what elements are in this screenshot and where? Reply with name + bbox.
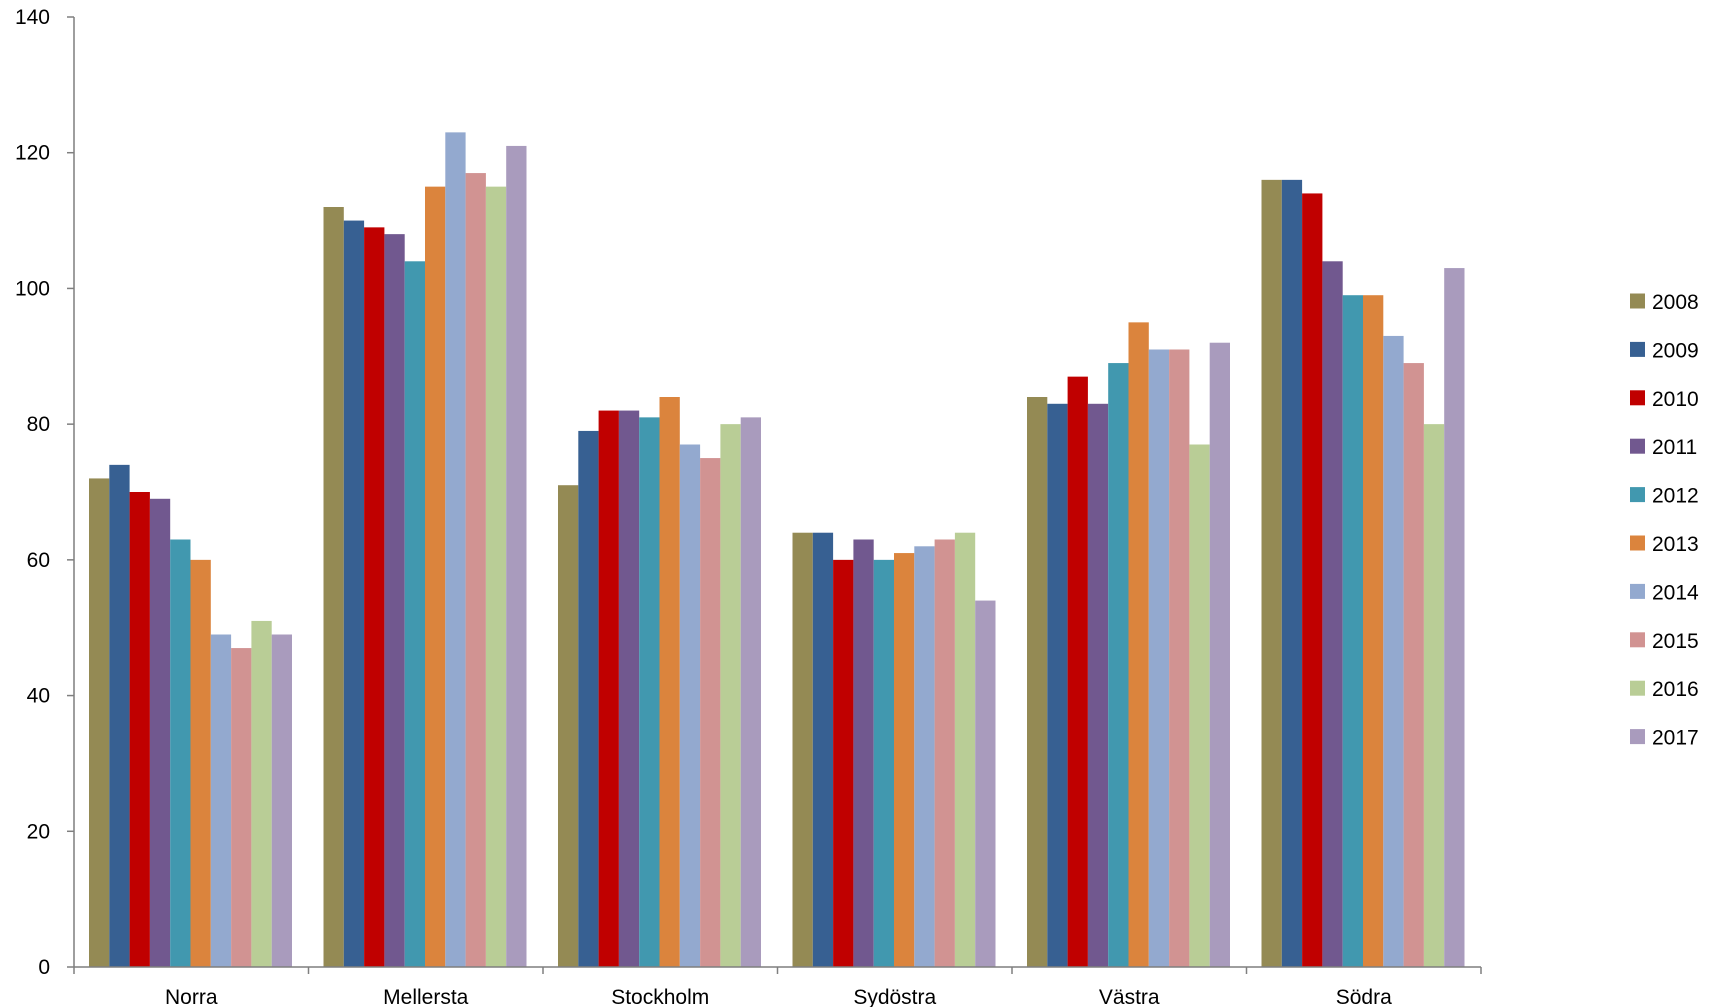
legend-label-2008: 2008 xyxy=(1652,291,1699,314)
y-tick-label: 40 xyxy=(27,685,50,708)
bar-2016-Sydöstra xyxy=(954,532,976,967)
bar-2017-Västra xyxy=(1209,342,1230,968)
bar-2008-Norra xyxy=(89,478,110,967)
legend-label-2017: 2017 xyxy=(1652,727,1699,750)
bar-2014-Mellersta xyxy=(445,132,466,968)
legend-label-2009: 2009 xyxy=(1652,339,1699,362)
axes-group: 0 20 40 60 80 100 120 140 Norra Mellersta Stockhol… xyxy=(15,6,1482,1007)
x-tick-label-Sydöstra: Sydöstra xyxy=(853,986,936,1007)
y-tick-label: 100 xyxy=(15,277,50,300)
bar-2010-Stockholm xyxy=(598,410,619,967)
legend-swatch-2016 xyxy=(1630,680,1645,696)
bar-2015-Sydöstra xyxy=(934,539,955,967)
y-tick-label: 120 xyxy=(15,142,50,165)
bar-2011-Södra xyxy=(1322,261,1343,967)
bar-2009-Mellersta xyxy=(343,220,365,967)
bar-2016-Stockholm xyxy=(720,424,741,967)
bar-2008-Sydöstra xyxy=(792,532,813,967)
bar-2017-Södra xyxy=(1444,268,1465,967)
legend-swatch-2013 xyxy=(1630,535,1645,551)
x-tick-label-Södra: Södra xyxy=(1336,986,1392,1007)
bar-2011-Sydöstra xyxy=(853,539,874,967)
bar-2014-Södra xyxy=(1383,335,1404,967)
bar-2015-Västra xyxy=(1169,349,1190,967)
bar-2012-Sydöstra xyxy=(873,559,894,967)
legend-swatch-2011 xyxy=(1630,438,1645,454)
bar-2017-Sydöstra xyxy=(975,600,996,967)
bar-2016-Södra xyxy=(1423,424,1445,967)
bar-2010-Västra xyxy=(1067,376,1088,967)
bars-group xyxy=(89,132,1465,968)
legend-label-2014: 2014 xyxy=(1652,581,1699,604)
bar-2010-Norra xyxy=(129,492,150,967)
bar-2016-Västra xyxy=(1189,444,1210,967)
y-tick-label: 140 xyxy=(15,6,50,29)
bar-2012-Stockholm xyxy=(639,417,660,967)
legend-label-2011: 2011 xyxy=(1652,436,1697,459)
bar-2014-Västra xyxy=(1148,349,1170,967)
bar-2014-Norra xyxy=(210,634,232,967)
legend-label-2010: 2010 xyxy=(1652,388,1699,411)
bar-2014-Stockholm xyxy=(679,444,701,967)
bar-2015-Norra xyxy=(231,648,252,967)
x-tick-label-Norra: Norra xyxy=(165,986,218,1007)
bar-2011-Stockholm xyxy=(618,410,640,967)
bar-2013-Södra xyxy=(1363,295,1384,968)
bar-2017-Norra xyxy=(271,634,292,967)
bar-2008-Stockholm xyxy=(558,485,579,967)
y-tick-label: 80 xyxy=(27,413,50,436)
bar-2015-Stockholm xyxy=(700,458,721,967)
bar-2012-Västra xyxy=(1108,363,1129,967)
y-tick-label: 0 xyxy=(38,956,50,979)
bar-2012-Norra xyxy=(170,539,191,967)
bar-2013-Sydöstra xyxy=(894,553,915,967)
bar-2008-Mellersta xyxy=(323,207,344,967)
bar-2009-Södra xyxy=(1281,179,1303,968)
bar-2013-Västra xyxy=(1128,322,1149,967)
legend-swatch-2010 xyxy=(1630,390,1645,406)
y-tick-label: 20 xyxy=(27,820,50,843)
legend-swatch-2012 xyxy=(1630,487,1645,503)
bar-2011-Norra xyxy=(149,498,171,967)
bar-2008-Västra xyxy=(1027,397,1048,967)
bar-2009-Norra xyxy=(109,464,130,967)
legend-swatch-2014 xyxy=(1630,583,1645,599)
bar-2017-Mellersta xyxy=(506,145,527,967)
legend-swatch-2017 xyxy=(1630,729,1645,745)
bar-2012-Södra xyxy=(1342,295,1363,968)
bar-2011-Västra xyxy=(1087,403,1109,967)
bar-2009-Stockholm xyxy=(578,430,599,967)
bar-2011-Mellersta xyxy=(384,234,405,967)
bar-2015-Södra xyxy=(1403,363,1424,967)
legend-label-2012: 2012 xyxy=(1652,485,1699,508)
y-tick-label: 60 xyxy=(27,549,50,572)
bar-2009-Västra xyxy=(1047,403,1068,967)
bar-2010-Sydöstra xyxy=(833,559,854,967)
x-tick-label-Västra: Västra xyxy=(1099,986,1160,1007)
bar-2015-Mellersta xyxy=(465,173,486,967)
x-tick-label-Mellersta: Mellersta xyxy=(383,986,469,1007)
bar-2010-Mellersta xyxy=(364,227,385,968)
bar-2009-Sydöstra xyxy=(812,532,834,967)
bar-2016-Mellersta xyxy=(485,186,507,967)
legend-swatch-2015 xyxy=(1630,632,1645,648)
legend-label-2013: 2013 xyxy=(1652,533,1699,556)
legend: 2008 2009 2010 2011 2012 2013 2014 2015 2016 2017 xyxy=(1630,291,1699,750)
bar-2012-Mellersta xyxy=(404,261,425,967)
legend-label-2016: 2016 xyxy=(1652,678,1699,701)
legend-swatch-2009 xyxy=(1630,341,1645,357)
bar-2008-Södra xyxy=(1261,179,1282,968)
legend-swatch-2008 xyxy=(1630,293,1645,309)
bar-2010-Södra xyxy=(1302,193,1323,967)
bar-2017-Stockholm xyxy=(740,417,761,967)
bar-2014-Sydöstra xyxy=(914,546,935,967)
bar-2013-Mellersta xyxy=(425,186,446,967)
bar-2013-Stockholm xyxy=(659,397,680,967)
x-tick-label-Stockholm: Stockholm xyxy=(611,986,709,1007)
bar-2013-Norra xyxy=(190,559,211,967)
legend-label-2015: 2015 xyxy=(1652,630,1699,653)
bar-2016-Norra xyxy=(251,620,272,967)
